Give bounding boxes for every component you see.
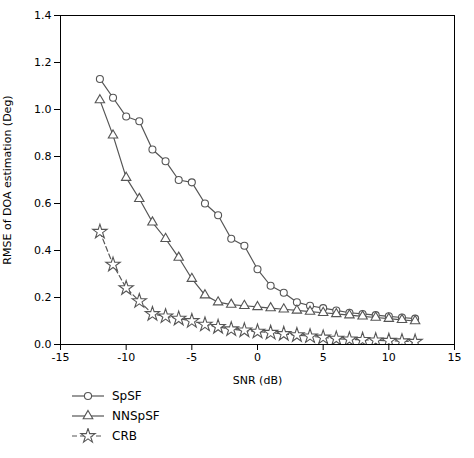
svg-text:10: 10: [382, 351, 396, 364]
svg-text:5: 5: [320, 351, 327, 364]
svg-text:SNR (dB): SNR (dB): [233, 374, 282, 387]
svg-text:15: 15: [448, 351, 462, 364]
svg-text:0.2: 0.2: [34, 291, 52, 304]
svg-text:1.4: 1.4: [34, 9, 52, 22]
html-text:SpSF: SpSF: [112, 389, 142, 403]
svg-text:1.0: 1.0: [34, 103, 52, 116]
html-text:CRB: CRB: [112, 429, 137, 443]
html-text:NNSpSF: NNSpSF: [112, 409, 160, 423]
svg-text:0.6: 0.6: [34, 197, 52, 210]
svg-text:-10: -10: [117, 351, 135, 364]
svg-text:0.4: 0.4: [34, 244, 52, 257]
svg-text:1.2: 1.2: [34, 56, 52, 69]
svg-text:-15: -15: [52, 351, 70, 364]
svg-text:RMSE of DOA estimation (Deg): RMSE of DOA estimation (Deg): [1, 95, 14, 264]
svg-text:-5: -5: [186, 351, 197, 364]
svg-text:0: 0: [254, 351, 261, 364]
svg-text:0.0: 0.0: [34, 338, 52, 351]
svg-text:0.8: 0.8: [34, 150, 52, 163]
